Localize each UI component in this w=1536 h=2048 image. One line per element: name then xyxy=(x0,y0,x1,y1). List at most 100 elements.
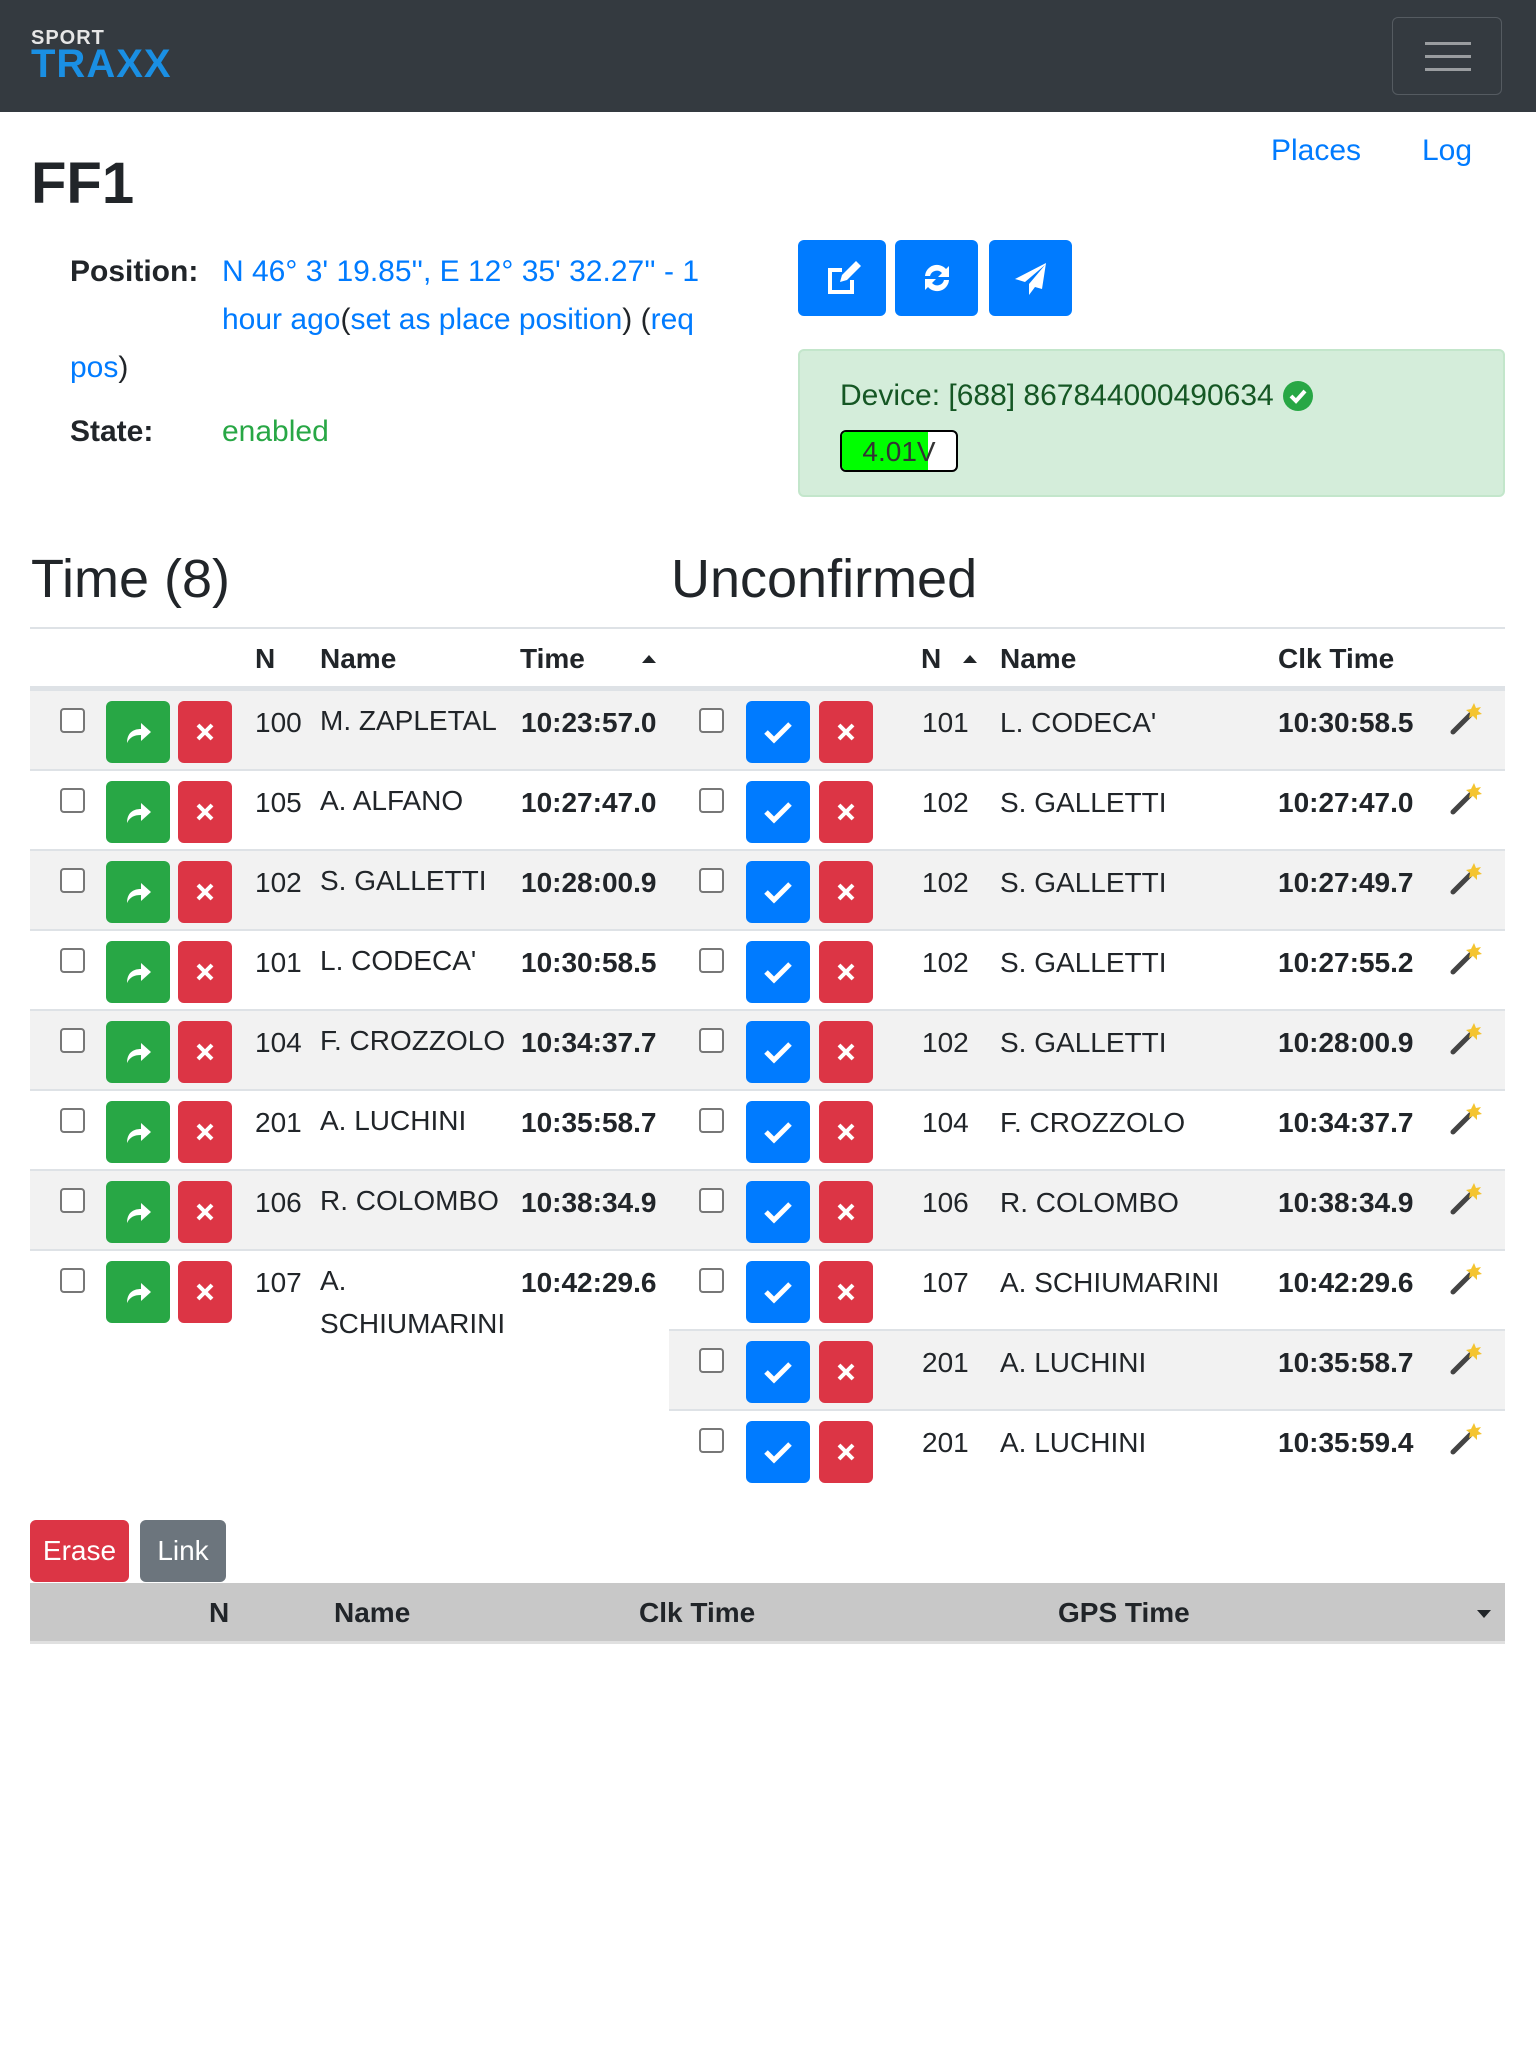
req-pos-link-a[interactable]: req xyxy=(650,303,694,336)
col-gps-time[interactable]: GPS Time xyxy=(1058,1597,1190,1628)
confirm-button[interactable] xyxy=(746,1021,810,1083)
delete-button[interactable] xyxy=(819,861,873,923)
row-checkbox[interactable] xyxy=(699,708,724,733)
sporttraxx-logo[interactable]: SPORT TRAXX xyxy=(31,27,172,86)
magic-wand-icon[interactable] xyxy=(1449,1421,1483,1455)
magic-wand-icon[interactable] xyxy=(1449,1261,1483,1295)
delete-button[interactable] xyxy=(178,1021,232,1083)
magic-wand-button[interactable] xyxy=(1449,941,1483,982)
row-checkbox[interactable] xyxy=(699,948,724,973)
confirm-share-button[interactable] xyxy=(106,941,170,1003)
delete-button[interactable] xyxy=(819,1021,873,1083)
magic-wand-icon[interactable] xyxy=(1449,1181,1483,1215)
row-checkbox[interactable] xyxy=(60,1188,85,1213)
col-clk-time[interactable]: Clk Time xyxy=(1278,643,1395,674)
row-checkbox[interactable] xyxy=(699,1028,724,1053)
row-checkbox[interactable] xyxy=(699,788,724,813)
set-place-position-link[interactable]: set as place position xyxy=(350,303,623,336)
confirm-button[interactable] xyxy=(746,1341,810,1403)
delete-button[interactable] xyxy=(819,1341,873,1403)
row-checkbox[interactable] xyxy=(699,868,724,893)
confirm-button[interactable] xyxy=(746,781,810,843)
confirm-button[interactable] xyxy=(746,1101,810,1163)
delete-button[interactable] xyxy=(819,781,873,843)
confirm-button[interactable] xyxy=(746,1261,810,1323)
row-checkbox[interactable] xyxy=(60,788,85,813)
col-n[interactable]: N xyxy=(921,643,942,674)
magic-wand-button[interactable] xyxy=(1449,701,1483,742)
magic-wand-icon[interactable] xyxy=(1449,701,1483,735)
sort-asc-icon[interactable] xyxy=(963,655,977,663)
magic-wand-icon[interactable] xyxy=(1449,941,1483,975)
row-checkbox[interactable] xyxy=(699,1428,724,1453)
delete-button[interactable] xyxy=(178,781,232,843)
row-checkbox[interactable] xyxy=(699,1348,724,1373)
delete-button[interactable] xyxy=(819,1181,873,1243)
magic-wand-button[interactable] xyxy=(1449,1021,1483,1062)
row-checkbox[interactable] xyxy=(60,868,85,893)
magic-wand-icon[interactable] xyxy=(1449,781,1483,815)
magic-wand-icon[interactable] xyxy=(1449,861,1483,895)
send-button[interactable] xyxy=(989,240,1072,316)
position-coords-link[interactable]: N 46° 3' 19.85'', E 12° 35' 32.27'' - 1 xyxy=(222,255,699,288)
places-link[interactable]: Places xyxy=(1271,134,1362,167)
delete-button[interactable] xyxy=(819,701,873,763)
delete-button[interactable] xyxy=(178,941,232,1003)
col-n[interactable]: N xyxy=(255,643,276,674)
confirm-share-button[interactable] xyxy=(106,781,170,843)
row-checkbox[interactable] xyxy=(60,1028,85,1053)
magic-wand-button[interactable] xyxy=(1449,1261,1483,1302)
confirm-button[interactable] xyxy=(746,701,810,763)
confirm-share-button[interactable] xyxy=(106,1181,170,1243)
row-checkbox[interactable] xyxy=(60,708,85,733)
confirm-share-button[interactable] xyxy=(106,1101,170,1163)
col-name[interactable]: Name xyxy=(1000,643,1077,674)
confirm-button[interactable] xyxy=(746,1421,810,1483)
row-checkbox[interactable] xyxy=(60,1108,85,1133)
magic-wand-icon[interactable] xyxy=(1449,1021,1483,1055)
refresh-button[interactable] xyxy=(895,240,978,316)
delete-button[interactable] xyxy=(819,1101,873,1163)
magic-wand-button[interactable] xyxy=(1449,1181,1483,1222)
confirm-button[interactable] xyxy=(746,861,810,923)
magic-wand-button[interactable] xyxy=(1449,1101,1483,1142)
magic-wand-icon[interactable] xyxy=(1449,1101,1483,1135)
req-pos-link-b[interactable]: pos xyxy=(70,351,119,384)
col-name[interactable]: Name xyxy=(334,1597,411,1628)
position-age-link[interactable]: hour ago xyxy=(222,303,341,336)
magic-wand-button[interactable] xyxy=(1449,861,1483,902)
magic-wand-button[interactable] xyxy=(1449,781,1483,822)
menu-toggle-button[interactable] xyxy=(1392,17,1502,95)
row-checkbox[interactable] xyxy=(60,948,85,973)
sort-asc-icon[interactable] xyxy=(642,655,656,663)
confirm-share-button[interactable] xyxy=(106,1261,170,1323)
confirm-button[interactable] xyxy=(746,941,810,1003)
delete-button[interactable] xyxy=(178,1101,232,1163)
confirm-share-button[interactable] xyxy=(106,1021,170,1083)
col-clk-time[interactable]: Clk Time xyxy=(639,1597,756,1628)
magic-wand-button[interactable] xyxy=(1449,1341,1483,1382)
confirm-button[interactable] xyxy=(746,1181,810,1243)
row-checkbox[interactable] xyxy=(60,1268,85,1293)
confirm-share-button[interactable] xyxy=(106,861,170,923)
delete-button[interactable] xyxy=(178,1181,232,1243)
delete-button[interactable] xyxy=(178,701,232,763)
link-button[interactable]: Link xyxy=(140,1520,226,1582)
row-checkbox[interactable] xyxy=(699,1188,724,1213)
delete-button[interactable] xyxy=(178,1261,232,1323)
confirm-share-button[interactable] xyxy=(106,701,170,763)
col-name[interactable]: Name xyxy=(320,643,397,674)
delete-button[interactable] xyxy=(819,941,873,1003)
sort-desc-icon[interactable] xyxy=(1477,1610,1491,1618)
edit-button[interactable] xyxy=(798,240,886,316)
magic-wand-icon[interactable] xyxy=(1449,1341,1483,1375)
row-checkbox[interactable] xyxy=(699,1268,724,1293)
erase-button[interactable]: Erase xyxy=(30,1520,129,1582)
delete-button[interactable] xyxy=(178,861,232,923)
col-time[interactable]: Time xyxy=(520,643,585,674)
col-n[interactable]: N xyxy=(209,1597,230,1628)
delete-button[interactable] xyxy=(819,1421,873,1483)
log-link[interactable]: Log xyxy=(1422,134,1473,167)
row-checkbox[interactable] xyxy=(699,1108,724,1133)
magic-wand-button[interactable] xyxy=(1449,1421,1483,1462)
